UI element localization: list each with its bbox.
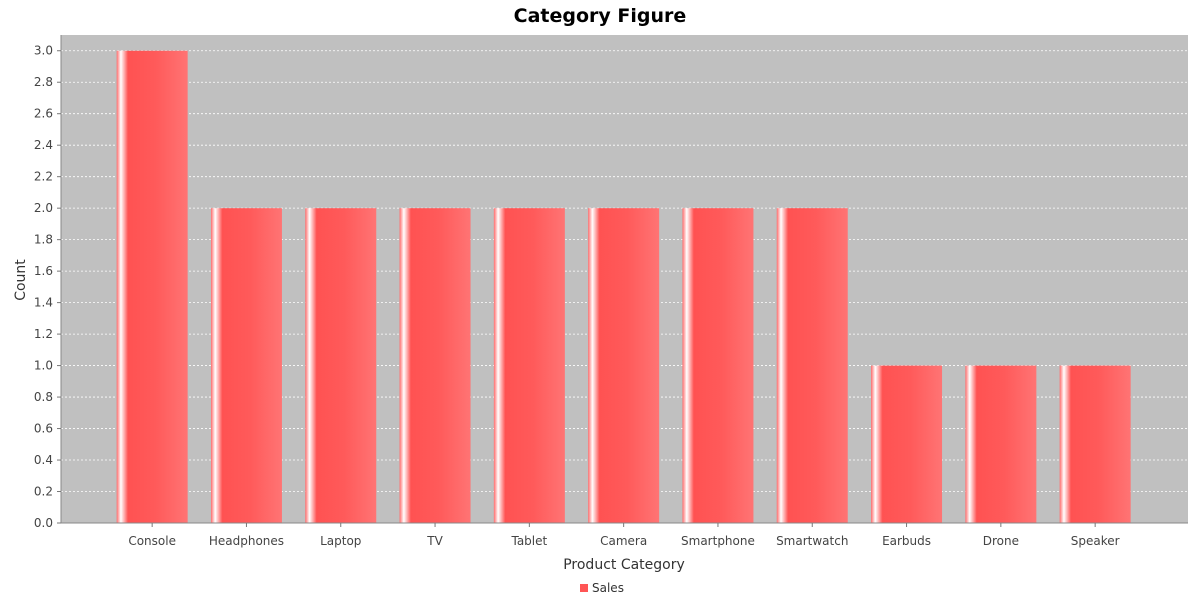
bars-group bbox=[116, 50, 1131, 523]
bar-tablet bbox=[493, 208, 565, 523]
x-tick-label: Headphones bbox=[209, 534, 284, 548]
y-tick-label: 1.6 bbox=[34, 264, 53, 278]
x-axis-label: Product Category bbox=[563, 557, 685, 573]
y-tick-label: 1.8 bbox=[34, 233, 53, 247]
x-tick-label: TV bbox=[426, 534, 443, 548]
axes bbox=[60, 35, 1188, 524]
y-tick-labels: 0.0 0.2 0.4 0.6 0.8 1.0 1.2 1.4 1.6 1.8 2.0 2.2 2.4 2… bbox=[34, 44, 61, 530]
legend-label-sales: Sales bbox=[592, 581, 624, 595]
y-tick-label: 1.0 bbox=[34, 359, 53, 373]
bar-smartwatch bbox=[776, 208, 848, 523]
y-tick-label: 0.0 bbox=[34, 516, 53, 530]
y-tick-label: 2.6 bbox=[34, 107, 53, 121]
x-tick-label: Camera bbox=[600, 534, 647, 548]
x-tick-label: Tablet bbox=[510, 534, 547, 548]
y-tick-label: 3.0 bbox=[34, 44, 53, 58]
y-tick-label: 2.4 bbox=[34, 138, 53, 152]
x-tick-label: Drone bbox=[983, 534, 1019, 548]
bar-camera bbox=[588, 208, 660, 523]
y-tick-label: 1.4 bbox=[34, 296, 53, 310]
x-tick-label: Laptop bbox=[320, 534, 361, 548]
bar-console bbox=[116, 50, 188, 523]
bar-drone bbox=[965, 365, 1037, 523]
y-axis-label: Count bbox=[13, 259, 29, 301]
legend-swatch-sales bbox=[580, 584, 588, 592]
y-tick-label: 0.4 bbox=[34, 453, 53, 467]
y-tick-label: 0.8 bbox=[34, 390, 53, 404]
x-tick-label: Console bbox=[128, 534, 176, 548]
bar-headphones bbox=[210, 208, 282, 523]
x-tick-labels: Console Headphones Laptop TV Tablet Camera Sma… bbox=[128, 523, 1120, 548]
x-tick-label: Earbuds bbox=[882, 534, 931, 548]
bar-smartphone bbox=[682, 208, 754, 523]
bar-earbuds bbox=[871, 365, 943, 523]
y-tick-label: 2.8 bbox=[34, 75, 53, 89]
x-tick-label: Speaker bbox=[1071, 534, 1120, 548]
y-tick-label: 0.2 bbox=[34, 485, 53, 499]
bar-speaker bbox=[1059, 365, 1131, 523]
y-tick-label: 2.2 bbox=[34, 170, 53, 184]
x-tick-label: Smartphone bbox=[681, 534, 755, 548]
x-tick-label: Smartwatch bbox=[776, 534, 848, 548]
y-tick-label: 0.6 bbox=[34, 422, 53, 436]
chart-title: Category Figure bbox=[514, 5, 687, 27]
bar-tv bbox=[399, 208, 471, 523]
y-tick-label: 1.2 bbox=[34, 327, 53, 341]
y-tick-label: 2.0 bbox=[34, 201, 53, 215]
bar-laptop bbox=[305, 208, 377, 523]
legend: Sales bbox=[580, 581, 624, 595]
